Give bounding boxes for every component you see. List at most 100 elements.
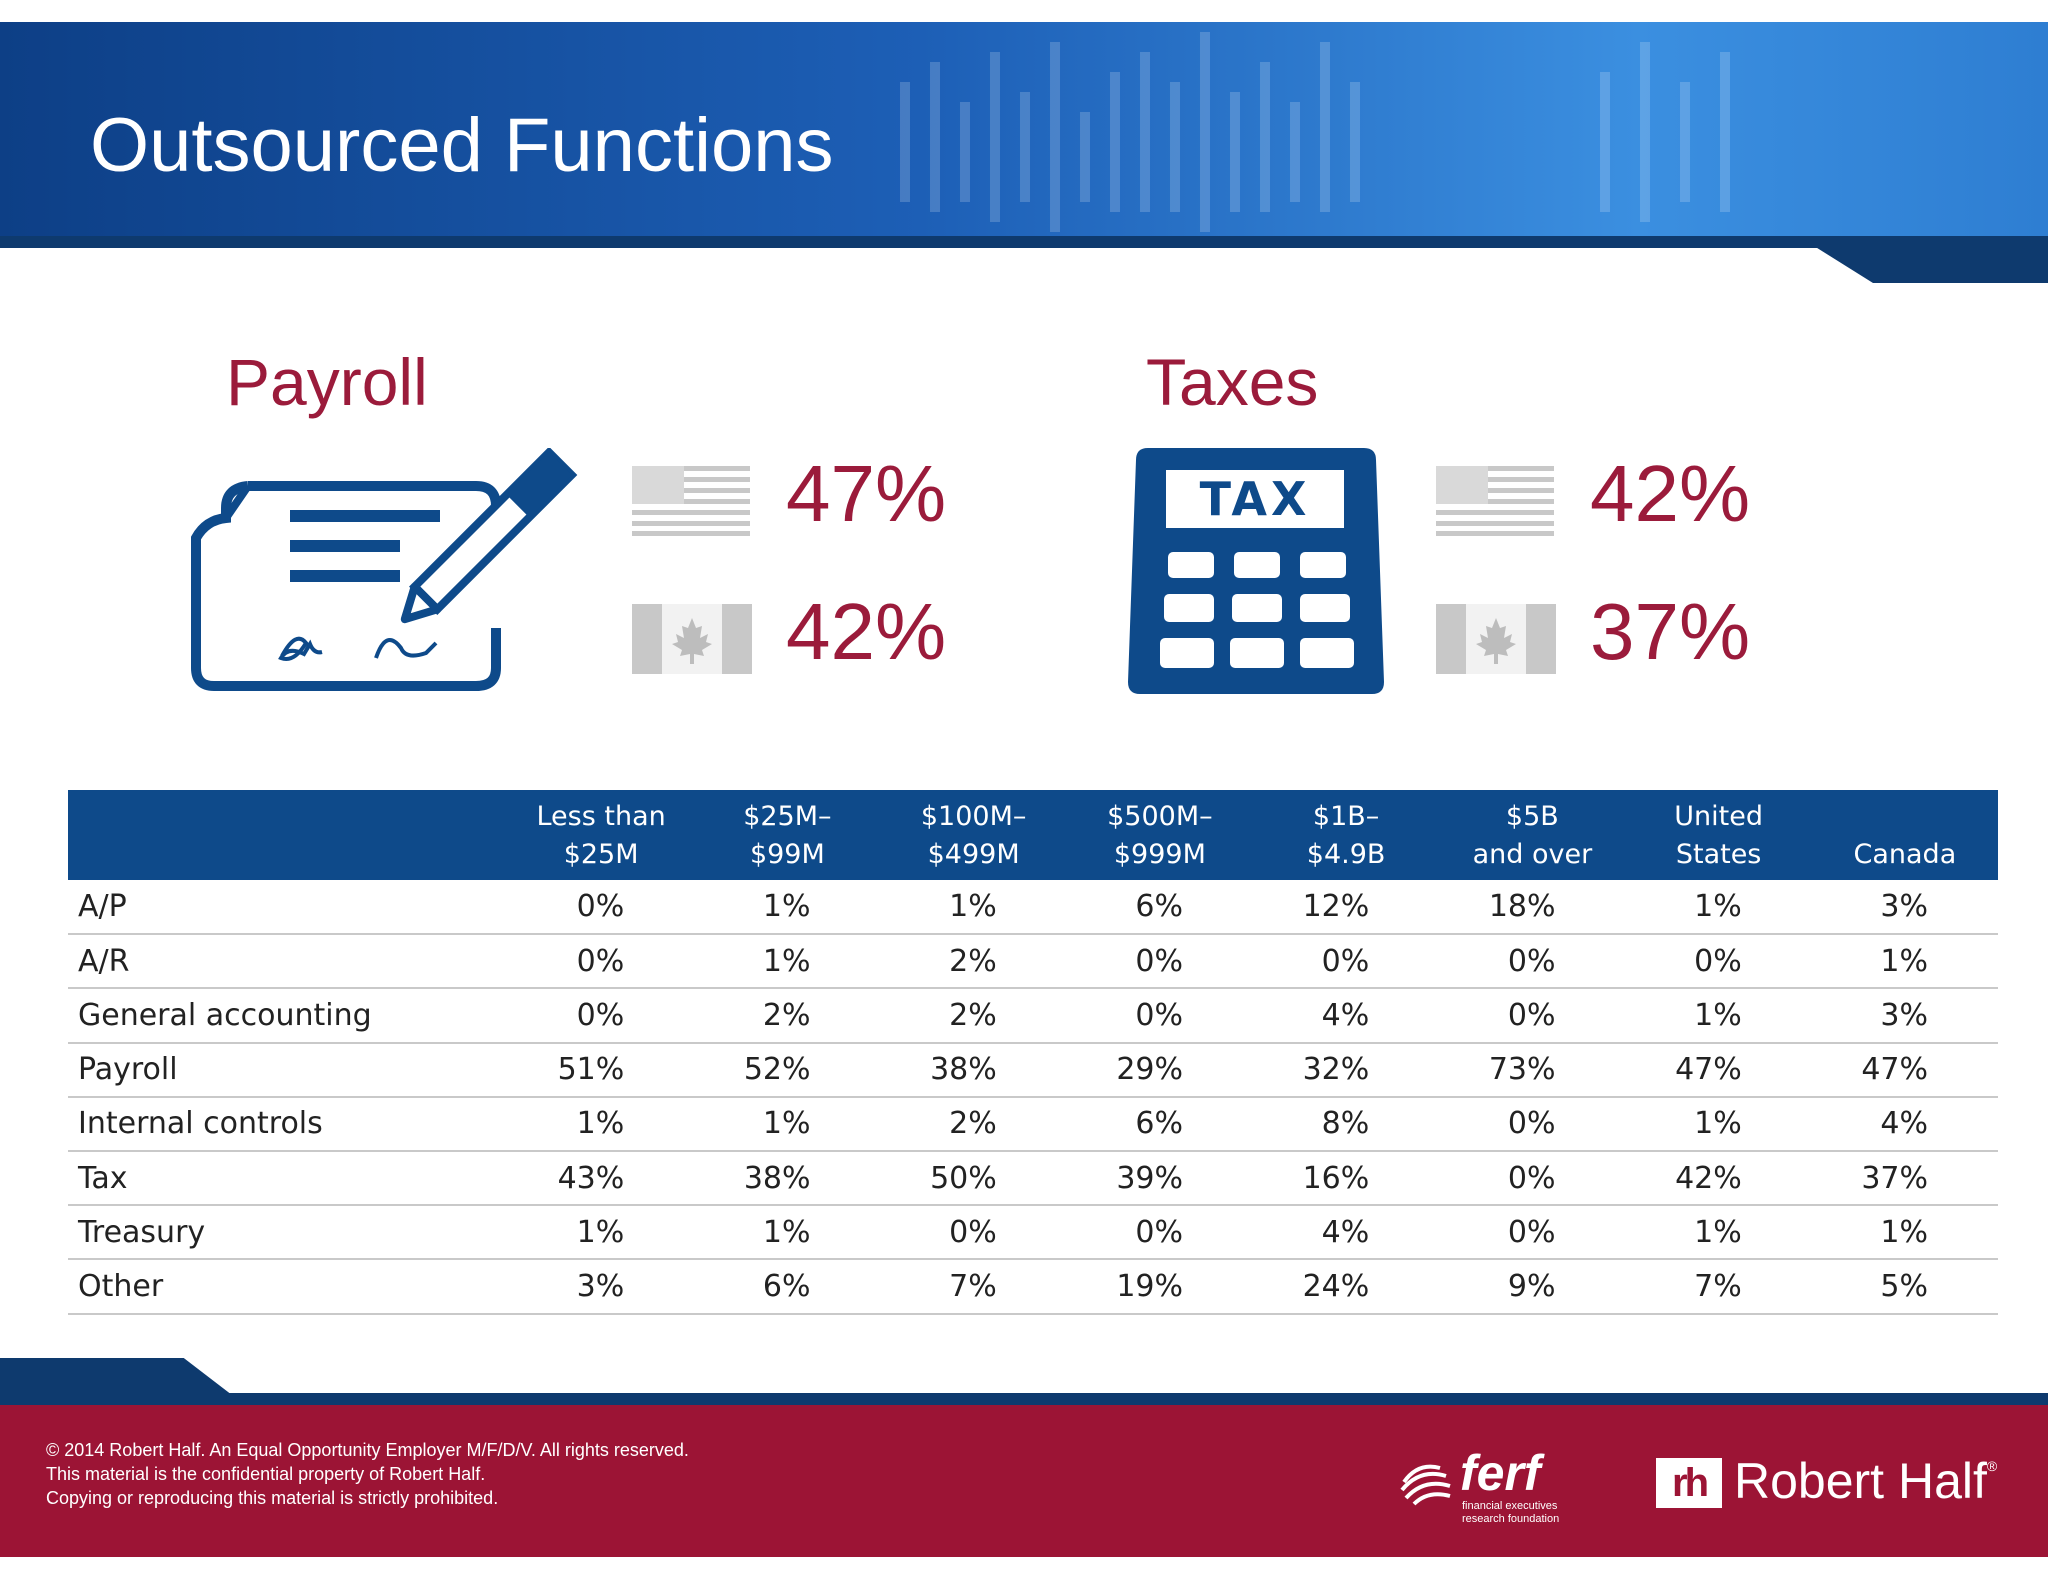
table-cell: 0% bbox=[1439, 1096, 1626, 1152]
canada-flag-icon bbox=[632, 604, 752, 674]
table-cell: 0% bbox=[1439, 1150, 1626, 1207]
table-cell: 47% bbox=[1811, 1042, 1998, 1098]
table-row: A/R 0% 1% 2% 0% 0% 0% 0% 1% bbox=[68, 934, 1998, 990]
tax-calculator-icon: TAX bbox=[1128, 448, 1384, 694]
table-header-cell: $500M– $999M bbox=[1066, 790, 1253, 880]
table-cell: 0% bbox=[880, 1205, 1067, 1261]
header-line: $4.9B bbox=[1306, 839, 1386, 870]
table-header-cell: Canada bbox=[1811, 790, 1998, 880]
table-row: A/P 0% 1% 1% 6% 12% 18% 1% 3% bbox=[68, 880, 1998, 936]
table-cell: 9% bbox=[1439, 1259, 1626, 1315]
table-header-row: Less than $25M $25M– $99M $100M– $499M $500… bbox=[68, 790, 1998, 880]
table-cell: 47% bbox=[1625, 1042, 1812, 1098]
table-cell: 37% bbox=[1811, 1150, 1998, 1207]
table-cell: 16% bbox=[1253, 1150, 1440, 1207]
ferf-wordmark: ferf bbox=[1460, 1445, 1541, 1501]
table-cell: 2% bbox=[880, 988, 1067, 1044]
table-cell: 29% bbox=[1066, 1042, 1253, 1098]
table-cell: 0% bbox=[1253, 934, 1440, 990]
table-cell: 4% bbox=[1811, 1096, 1998, 1152]
table-cell: 0% bbox=[1066, 934, 1253, 990]
table-cell: 32% bbox=[1253, 1042, 1440, 1098]
table-cell: 38% bbox=[880, 1042, 1067, 1098]
copyright-line: This material is the confidential proper… bbox=[46, 1464, 486, 1484]
header-line: States bbox=[1675, 839, 1762, 870]
table-cell: 12% bbox=[1253, 880, 1440, 936]
header-line: $999M bbox=[1113, 839, 1206, 870]
table-cell: 4% bbox=[1253, 988, 1440, 1044]
header-line: $499M bbox=[927, 839, 1020, 870]
tax-label: TAX bbox=[1199, 472, 1311, 526]
table-cell: 6% bbox=[1066, 1096, 1253, 1152]
table-cell: 1% bbox=[694, 1096, 881, 1152]
table-cell: 4% bbox=[1253, 1205, 1440, 1261]
table-cell: 1% bbox=[1811, 934, 1998, 990]
ferf-subtitle-line: research foundation bbox=[1462, 1513, 1560, 1525]
ferf-subtitle: financial executives research foundation bbox=[1462, 1500, 1559, 1526]
row-label: Tax bbox=[68, 1150, 508, 1207]
header-line: $25M bbox=[563, 839, 639, 870]
payroll-us-stat: 47% bbox=[786, 449, 947, 538]
table-row: Internal controls 1% 1% 2% 6% 8% 0% 1% 4% bbox=[68, 1096, 1998, 1152]
robert-half-name: Robert Half bbox=[1734, 1453, 1987, 1509]
taxes-us-stat: 42% bbox=[1590, 449, 1751, 538]
table-cell: 24% bbox=[1253, 1259, 1440, 1315]
copyright-notice: © 2014 Robert Half. An Equal Opportunity… bbox=[46, 1438, 689, 1510]
table-cell: 3% bbox=[1811, 880, 1998, 936]
payroll-title: Payroll bbox=[226, 345, 428, 419]
header-line: $25M– bbox=[743, 801, 832, 832]
table-cell: 1% bbox=[508, 1096, 695, 1152]
table-cell: 38% bbox=[694, 1150, 881, 1207]
table-row: Other 3% 6% 7% 19% 24% 9% 7% 5% bbox=[68, 1259, 1998, 1315]
row-label: A/R bbox=[68, 934, 508, 990]
table-cell: 52% bbox=[694, 1042, 881, 1098]
header-banner: Outsourced Functions bbox=[0, 22, 2048, 248]
row-label: General accounting bbox=[68, 988, 508, 1044]
table-header-cell: $100M– $499M bbox=[880, 790, 1067, 880]
table-cell: 0% bbox=[1439, 988, 1626, 1044]
table-cell: 50% bbox=[880, 1150, 1067, 1207]
rh-monogram: rh bbox=[1656, 1458, 1722, 1508]
table-cell: 73% bbox=[1439, 1042, 1626, 1098]
table-cell: 0% bbox=[508, 988, 695, 1044]
table-body: A/P 0% 1% 1% 6% 12% 18% 1% 3% A/R 0% 1% 2% 0% 0% 0% 0% 1%… bbox=[68, 880, 1998, 1315]
table-cell: 42% bbox=[1625, 1150, 1812, 1207]
table-cell: 1% bbox=[1625, 988, 1812, 1044]
table-cell: 1% bbox=[1625, 1096, 1812, 1152]
robert-half-wordmark: Robert Half® bbox=[1734, 1452, 1997, 1510]
header-line: Less than bbox=[536, 801, 666, 832]
footer-divider bbox=[0, 1393, 2048, 1405]
registered-mark: ® bbox=[1986, 1458, 1998, 1474]
table-row: Tax 43% 38% 50% 39% 16% 0% 42% 37% bbox=[68, 1150, 1998, 1207]
table-cell: 1% bbox=[1625, 1205, 1812, 1261]
copyright-line: © 2014 Robert Half. An Equal Opportunity… bbox=[46, 1440, 689, 1460]
table-row: Payroll 51% 52% 38% 29% 32% 73% 47% 47% bbox=[68, 1042, 1998, 1098]
table-cell: 51% bbox=[508, 1042, 695, 1098]
us-flag-icon bbox=[632, 466, 750, 536]
stock-chart-background bbox=[900, 32, 1730, 232]
row-label: Treasury bbox=[68, 1205, 508, 1261]
table-cell: 39% bbox=[1066, 1150, 1253, 1207]
table-cell: 7% bbox=[1625, 1259, 1812, 1315]
table-cell: 5% bbox=[1811, 1259, 1998, 1315]
header-line: Canada bbox=[1853, 839, 1957, 870]
table-header-cell: $1B– $4.9B bbox=[1253, 790, 1440, 880]
table-cell: 43% bbox=[508, 1150, 695, 1207]
table-cell: 1% bbox=[694, 934, 881, 990]
table-cell: 1% bbox=[880, 880, 1067, 936]
header-divider bbox=[0, 236, 2048, 248]
header-line: $500M– bbox=[1107, 801, 1213, 832]
header-corner-tab bbox=[1798, 236, 2048, 283]
header-line: and over bbox=[1472, 839, 1593, 870]
table-row: Treasury 1% 1% 0% 0% 4% 0% 1% 1% bbox=[68, 1205, 1998, 1261]
table-cell: 0% bbox=[1439, 934, 1626, 990]
row-label: Internal controls bbox=[68, 1096, 508, 1152]
row-label: Payroll bbox=[68, 1042, 508, 1098]
table-cell: 2% bbox=[880, 1096, 1067, 1152]
us-flag-icon bbox=[1436, 466, 1554, 536]
table-cell: 0% bbox=[508, 934, 695, 990]
check-signing-icon bbox=[191, 448, 578, 691]
canada-flag-icon bbox=[1436, 604, 1556, 674]
table-cell: 6% bbox=[1066, 880, 1253, 936]
header-line: United bbox=[1674, 801, 1763, 832]
